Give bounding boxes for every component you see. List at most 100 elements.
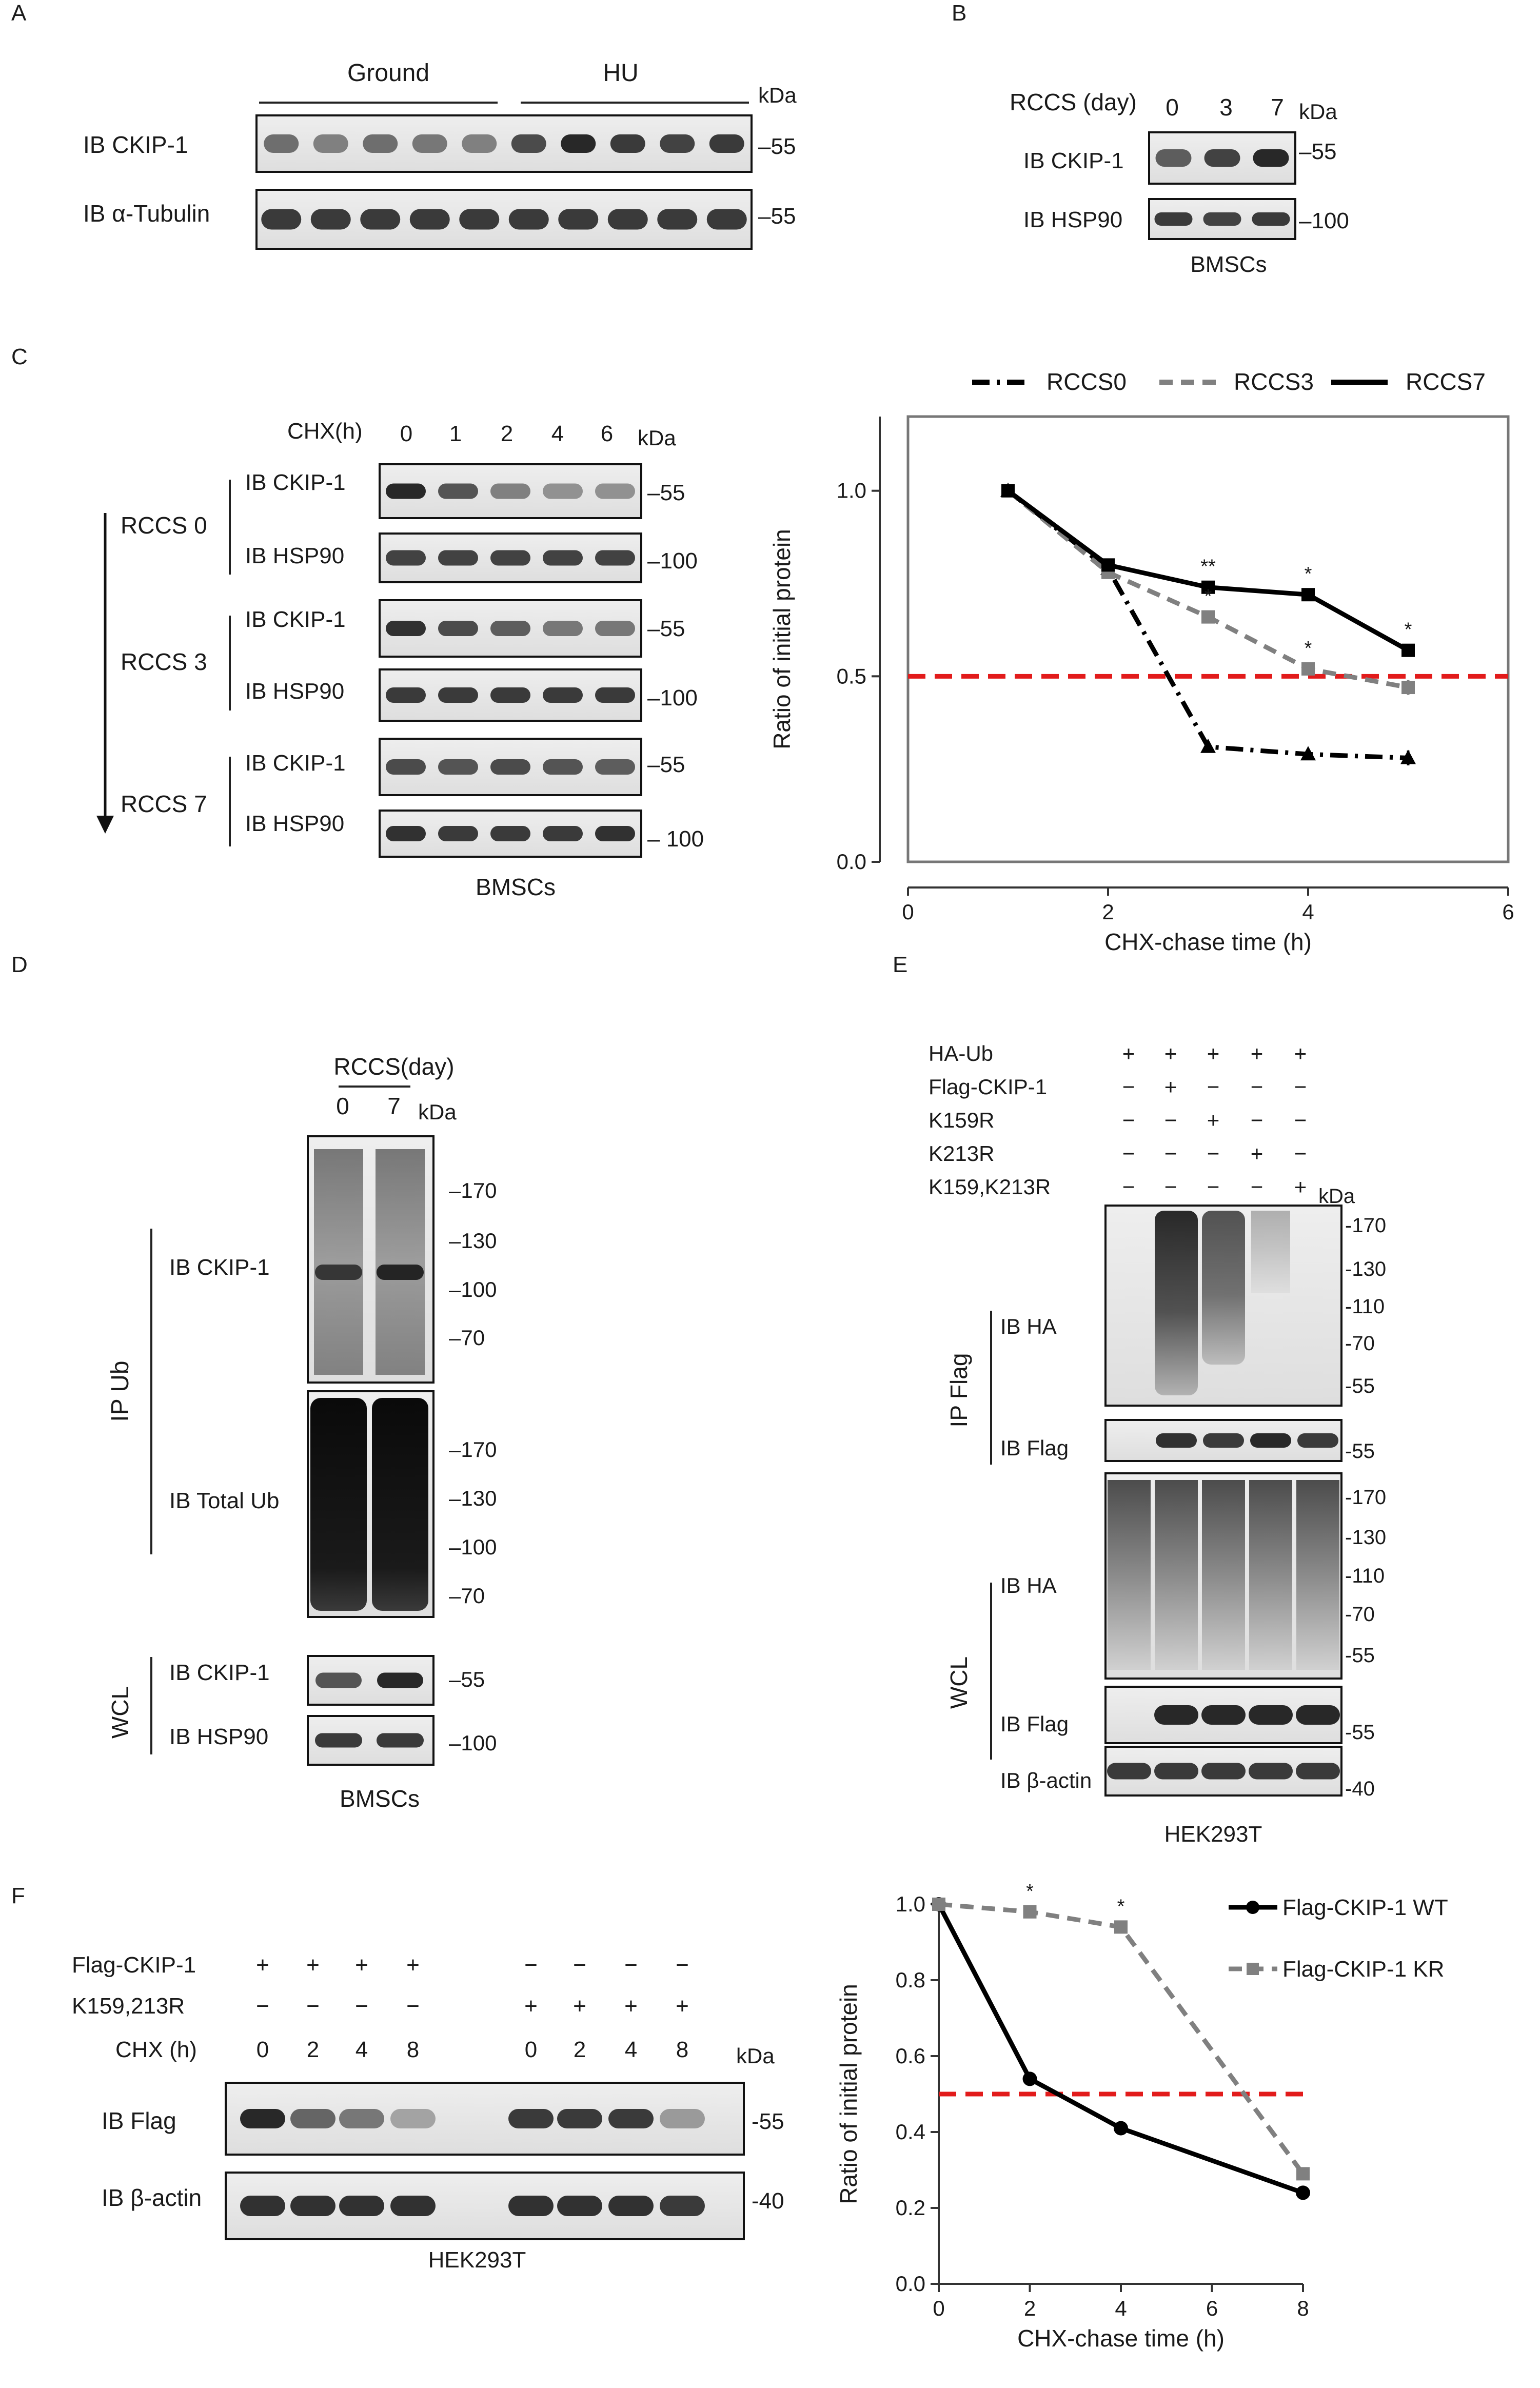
band	[1201, 1705, 1246, 1725]
band	[377, 1733, 424, 1748]
legend-marker	[1246, 1901, 1259, 1914]
significance-mark: *	[1117, 1896, 1125, 1917]
data-point	[1001, 484, 1015, 498]
hu-label: HU	[603, 60, 638, 87]
condition-sign: +	[1164, 1041, 1177, 1065]
condition-sign: 0	[525, 2037, 537, 2062]
ground-label: Ground	[347, 60, 429, 87]
day-label: 0	[336, 1093, 349, 1119]
band	[390, 2109, 436, 2128]
band	[290, 2196, 335, 2216]
row-label: IB CKIP-1	[245, 470, 346, 495]
panel-letter-f: F	[11, 1883, 25, 1908]
ip-label: IP Ub	[107, 1360, 134, 1422]
band	[508, 2109, 554, 2128]
band	[660, 134, 695, 153]
condition-sign: −	[1122, 1141, 1135, 1166]
band	[386, 550, 426, 566]
condition-sign: −	[1122, 1175, 1135, 1199]
row-label: IB HSP90	[245, 811, 344, 836]
day-label: 0	[1166, 94, 1179, 121]
mw-marker: -170	[1345, 1486, 1386, 1509]
mw-marker: – 100	[647, 826, 704, 852]
mw-marker: -40	[1345, 1778, 1375, 1800]
condition-sign: 2	[307, 2037, 319, 2062]
band	[657, 209, 698, 230]
mw-marker: –55	[758, 204, 796, 229]
cell-type-label: BMSCs	[1190, 252, 1267, 277]
y-tick-label: 1.0	[837, 479, 866, 503]
condition-sign: −	[573, 1952, 586, 1978]
panel-c-chart: 0 2 4 6 0.0 0.5 1.0 CHX-chase time (h) Ratio of …	[768, 368, 1514, 955]
y-axis-label: Ratio of initial protein	[768, 529, 795, 749]
condition-sign: +	[306, 1952, 320, 1978]
condition-sign: −	[1122, 1108, 1135, 1132]
band	[1204, 149, 1240, 167]
data-point	[1200, 738, 1216, 753]
band	[1203, 212, 1241, 226]
mw-marker: –55	[647, 616, 685, 641]
data-point	[1114, 2121, 1128, 2136]
data-point	[1401, 681, 1415, 695]
lane-smear	[1202, 1480, 1245, 1670]
band	[543, 759, 583, 775]
band	[490, 826, 530, 841]
y-tick-label: 1.0	[896, 1892, 925, 1916]
band	[386, 483, 426, 499]
band	[561, 134, 596, 153]
blot-ckip1	[1148, 131, 1296, 185]
band	[508, 209, 549, 230]
condition-sign: 2	[574, 2037, 586, 2062]
band	[557, 2109, 602, 2128]
condition-sign: +	[1207, 1108, 1220, 1132]
row-label: IB CKIP-1	[245, 607, 346, 632]
lane-smear	[372, 1398, 428, 1611]
condition-label: K159,K213R	[929, 1175, 1051, 1199]
legend-label: RCCS0	[1047, 368, 1127, 395]
row-label: IB CKIP-1	[169, 1255, 270, 1280]
row-label: IB HSP90	[1023, 207, 1122, 232]
x-tick-label: 6	[1206, 2296, 1218, 2320]
significance-mark: *	[1205, 586, 1212, 607]
condition-sign: −	[1164, 1175, 1177, 1199]
band	[1154, 1705, 1198, 1725]
cell-type-label: BMSCs	[340, 1785, 420, 1812]
significance-mark: *	[1405, 619, 1412, 641]
y-tick-label: 0.8	[896, 1968, 925, 1992]
data-point	[1023, 1905, 1037, 1919]
chart-f: 0 2 4 6 8 0.0 0.2 0.4 0.6 0.8 1.0 CHX-chase time (h…	[835, 1881, 1448, 2352]
condition-sign: 8	[676, 2037, 688, 2062]
y-tick-label: 0.6	[896, 2044, 925, 2068]
band	[709, 134, 744, 153]
row-label: IB HSP90	[245, 543, 344, 568]
band	[1155, 149, 1192, 167]
y-tick-label: 0.0	[837, 850, 866, 874]
panel-f-chart: 0 2 4 6 8 0.0 0.2 0.4 0.6 0.8 1.0 CHX-chase time (h…	[835, 1881, 1448, 2352]
series-line	[937, 1903, 1304, 2195]
condition-sign: +	[573, 1994, 586, 2019]
band	[386, 826, 426, 841]
row-label: IB Total Ub	[169, 1488, 279, 1513]
mw-marker: -110	[1345, 1295, 1385, 1318]
band	[462, 134, 497, 153]
mw-marker: –55	[1299, 139, 1336, 164]
condition-sign: +	[1251, 1041, 1263, 1065]
row-label: IB HSP90	[169, 1724, 268, 1749]
y-tick-label: 0.4	[896, 2120, 925, 2144]
kda-label: kDa	[418, 1100, 457, 1124]
band	[1249, 1763, 1293, 1780]
legend-label: RCCS3	[1234, 368, 1314, 395]
lane-smear	[1155, 1211, 1198, 1395]
significance-mark: *	[1305, 563, 1312, 585]
group-label: RCCS 0	[121, 512, 207, 539]
condition-sign: 4	[356, 2037, 368, 2062]
band	[595, 550, 635, 566]
mw-marker: -130	[1345, 1258, 1386, 1280]
row-label: IB CKIP-1	[83, 131, 188, 158]
band	[412, 134, 447, 153]
row-label: IB β-actin	[102, 2184, 202, 2211]
condition-sign: −	[1164, 1141, 1177, 1166]
condition-sign: −	[1294, 1075, 1307, 1099]
wcl-label: WCL	[945, 1656, 972, 1709]
blots-chx-kr	[225, 2082, 745, 2240]
